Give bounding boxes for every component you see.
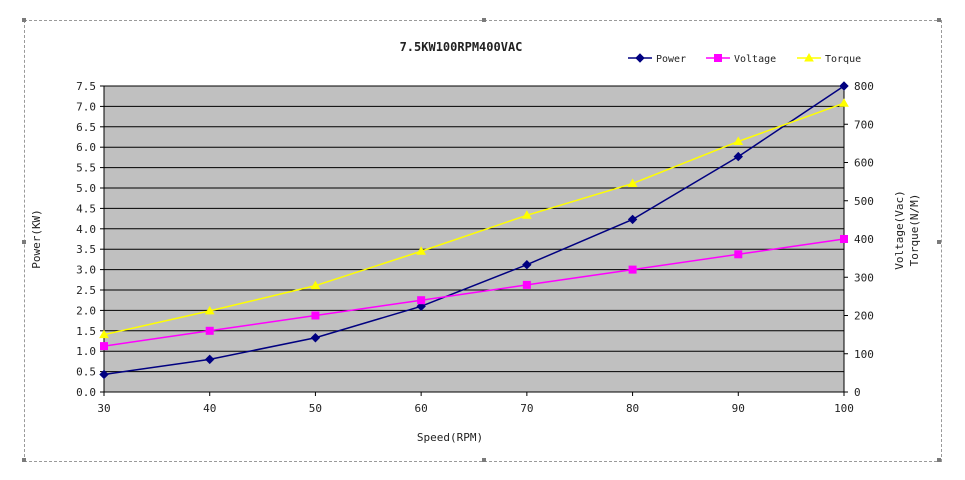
legend: Power Voltage Torque [628,52,861,65]
right-tick-label: 800 [854,80,874,93]
legend-marker-voltage [714,54,722,62]
left-tick-label: 1.5 [76,325,96,338]
left-tick-label: 3.0 [76,264,96,277]
series-power [99,81,849,380]
data-point-torque [416,246,427,255]
y-axis-left-title: Power(KW) [30,209,43,269]
series-torque [99,98,849,339]
right-axis-ticks: 0 100 200 300 400 500 600 700 800 [844,80,874,399]
x-axis-ticks: 30 40 50 60 70 80 90 100 [97,392,854,415]
data-point-voltage [417,296,426,305]
data-point-power [733,151,743,162]
resize-handle-right[interactable] [937,240,941,244]
chart-frame [22,18,942,462]
series-line-voltage [103,238,845,347]
series-layer [99,81,849,380]
data-point-power [310,333,321,343]
data-point-voltage [522,280,531,289]
data-point-torque [99,329,109,339]
right-tick-label: 100 [854,348,874,361]
x-tick-label: 80 [626,402,639,415]
x-tick-label: 90 [732,402,745,415]
y-axis-right-title-torque: Torque(N/M) [908,194,921,267]
series-voltage [100,235,848,351]
series-line-torque [103,102,845,336]
data-point-torque [310,280,321,290]
resize-handle-bottom-left[interactable] [22,458,26,462]
right-tick-label: 0 [854,386,861,399]
left-tick-label: 0.0 [76,386,96,399]
x-axis-title: Speed(RPM) [417,431,483,444]
left-tick-label: 4.5 [76,202,96,215]
legend-label-torque: Torque [825,54,861,65]
data-point-voltage [840,235,848,243]
data-point-torque [733,136,744,145]
left-tick-label: 0.5 [76,366,96,379]
left-tick-label: 5.5 [76,162,96,175]
left-tick-label: 4.0 [76,223,96,236]
data-point-torque [627,178,638,188]
data-point-power [627,214,638,225]
legend-label-voltage: Voltage [734,54,776,65]
resize-handle-bottom-right[interactable] [937,458,941,462]
left-tick-label: 2.0 [76,304,96,317]
x-tick-label: 40 [203,402,216,415]
left-tick-label: 5.0 [76,182,96,195]
left-tick-label: 3.5 [76,243,96,256]
series-line-power [103,85,845,376]
resize-handle-top-left[interactable] [22,18,26,22]
right-tick-label: 300 [854,271,874,284]
left-tick-label: 7.5 [76,80,96,93]
data-point-voltage [734,250,743,259]
left-tick-label: 1.0 [76,345,96,358]
resize-handle-bottom[interactable] [482,458,486,462]
x-tick-label: 50 [309,402,322,415]
left-tick-label: 7.0 [76,100,96,113]
data-point-voltage [100,342,108,351]
data-point-power [205,354,215,365]
data-point-voltage [628,265,637,274]
x-tick-label: 30 [97,402,110,415]
left-tick-label: 6.5 [76,121,96,134]
legend-marker-power [635,53,645,63]
data-point-power [99,369,109,380]
data-point-power [839,81,849,91]
data-point-voltage [311,311,320,320]
legend-label-power: Power [656,54,686,65]
x-tick-label: 70 [520,402,533,415]
right-tick-label: 700 [854,118,874,131]
data-point-torque [204,305,215,315]
legend-marker-torque [804,52,814,62]
grid-lines [104,105,844,373]
right-tick-label: 200 [854,310,874,323]
resize-handle-top-right[interactable] [937,18,941,22]
left-axis-ticks: 0.0 0.5 1.0 1.5 2.0 2.5 3.0 3.5 4.0 4.5 5.0 5.5 6.0 6… [76,80,104,399]
plot-area [103,85,845,393]
data-point-power [416,301,426,312]
left-tick-label: 2.5 [76,284,96,297]
left-tick-label: 6.0 [76,141,96,154]
data-point-torque [839,98,849,107]
chart-title: 7.5KW100RPM400VAC [400,40,523,54]
resize-handle-left[interactable] [22,240,26,244]
x-tick-label: 100 [834,402,854,415]
resize-handle-top[interactable] [482,18,486,22]
data-point-torque [521,210,532,219]
x-tick-label: 60 [415,402,428,415]
data-point-voltage [205,326,214,335]
right-tick-label: 600 [854,157,874,170]
data-point-power [522,259,532,270]
right-tick-label: 500 [854,195,874,208]
right-tick-label: 400 [854,233,874,246]
y-axis-right-title-voltage: Voltage(Vac) [893,190,906,269]
